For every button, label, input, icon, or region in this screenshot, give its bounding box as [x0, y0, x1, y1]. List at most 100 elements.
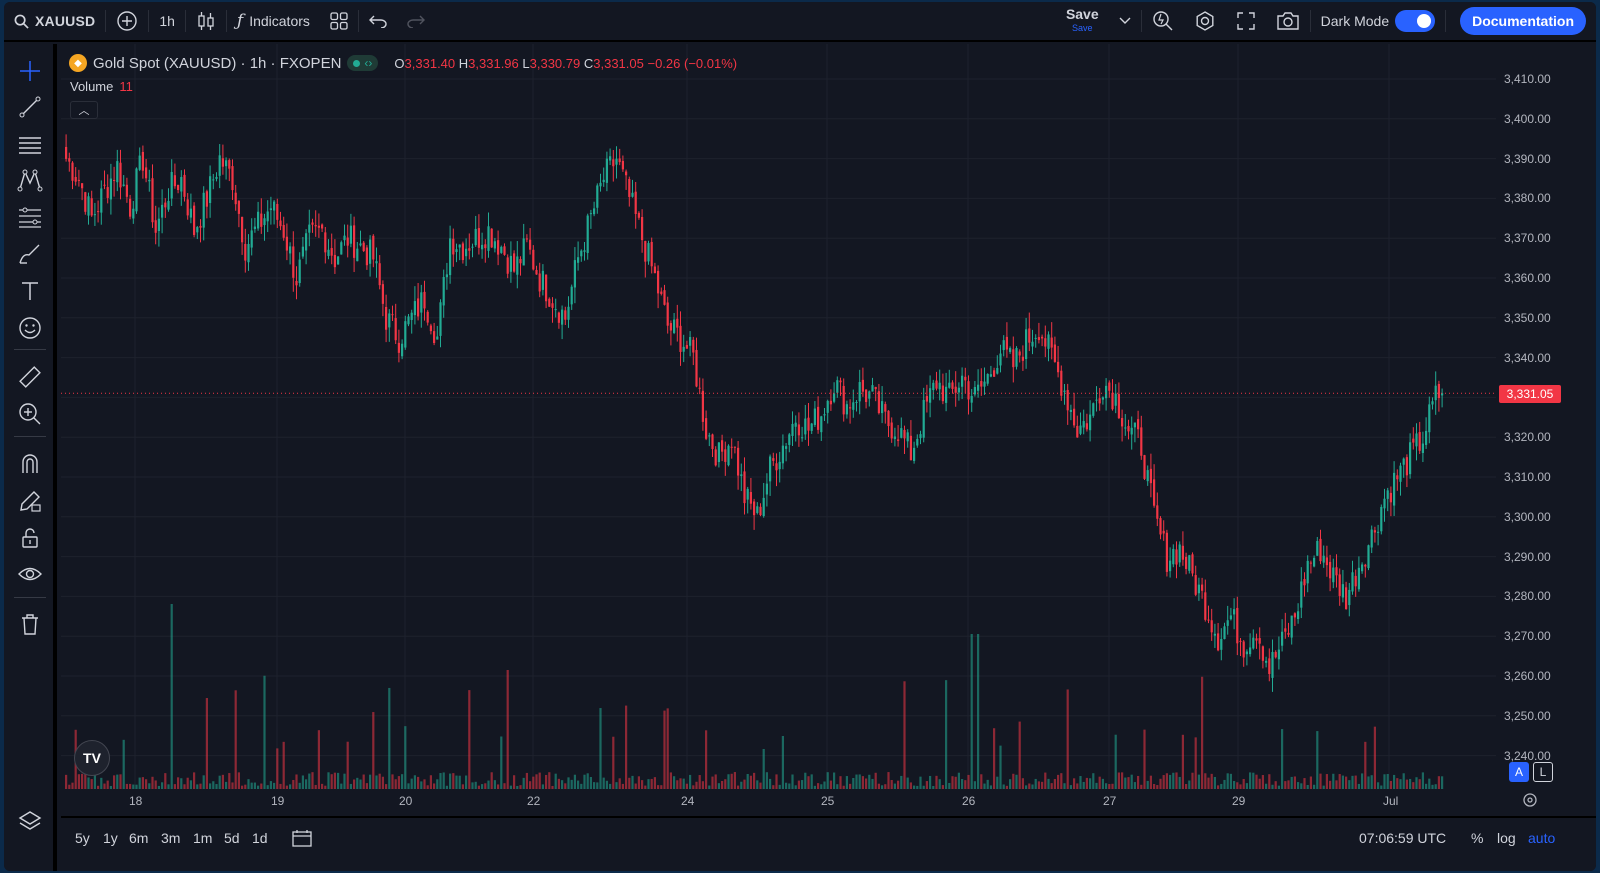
range-1y-button[interactable]: 1y: [103, 830, 118, 846]
volume-bar: [215, 784, 218, 789]
auto-scale-toggle[interactable]: auto: [1528, 830, 1556, 846]
candle-body: [1393, 472, 1396, 506]
magnet-icon: [22, 454, 38, 473]
chart-pane[interactable]: [61, 44, 1496, 814]
volume-bar: [1329, 780, 1332, 789]
range-1m-button[interactable]: 1m: [193, 830, 213, 846]
candle-body: [401, 343, 404, 357]
range-3m-button[interactable]: 3m: [161, 830, 181, 846]
chart-type-button[interactable]: [186, 2, 226, 41]
undo-button[interactable]: [359, 2, 397, 41]
candle-body: [884, 404, 887, 412]
magnet-tool[interactable]: [14, 449, 46, 479]
candle-body: [71, 162, 74, 181]
volume-bar: [1258, 778, 1261, 789]
volume-bar: [516, 785, 519, 789]
volume-bar: [196, 784, 199, 789]
volume-bar: [1393, 774, 1396, 789]
hide-drawings-tool[interactable]: [14, 559, 46, 589]
measure-tool[interactable]: [14, 362, 46, 392]
candle-body: [1178, 544, 1181, 563]
emoji-tool[interactable]: [14, 313, 46, 343]
settings-button[interactable]: [1184, 2, 1226, 41]
volume-bar: [138, 777, 141, 789]
volume-bar: [71, 782, 74, 789]
market-status-badge[interactable]: ‹›: [347, 55, 379, 71]
redo-icon: [407, 15, 425, 28]
volume-bar: [423, 779, 426, 789]
compare-symbol-button[interactable]: [106, 2, 148, 41]
volume-bar: [836, 784, 839, 789]
price-axis[interactable]: [1496, 44, 1596, 814]
volume-bar: [1137, 775, 1140, 789]
volume-bar: [1034, 778, 1037, 789]
candle-body: [1108, 382, 1111, 391]
volume-bar: [1332, 773, 1335, 789]
range-5y-button[interactable]: 5y: [75, 830, 90, 846]
brush-tool[interactable]: [14, 239, 46, 269]
volume-bar: [532, 776, 535, 789]
save-menu-button[interactable]: [1109, 2, 1141, 41]
candle-body: [692, 339, 695, 353]
pattern-tool[interactable]: [14, 165, 46, 195]
volume-bar: [385, 784, 388, 789]
remove-drawings-tool[interactable]: [14, 609, 46, 639]
log-scale-toggle[interactable]: log: [1497, 830, 1516, 846]
time-axis[interactable]: [61, 790, 1496, 814]
tradingview-logo[interactable]: TV: [74, 740, 110, 776]
zoom-tool[interactable]: [14, 399, 46, 429]
auto-scale-button[interactable]: A: [1509, 762, 1529, 782]
stay-in-drawing-tool[interactable]: [14, 486, 46, 516]
collapse-legend-button[interactable]: ︿: [70, 101, 98, 119]
candle-body: [1386, 490, 1389, 499]
volume-bar: [1009, 779, 1012, 789]
horizontal-lines-tool[interactable]: [14, 129, 46, 159]
candle-body: [321, 224, 324, 229]
fullscreen-button[interactable]: [1226, 2, 1266, 41]
screenshot-button[interactable]: [1266, 2, 1310, 41]
volume-bar: [1325, 774, 1328, 789]
documentation-button[interactable]: Documentation: [1460, 7, 1586, 35]
volume-bar: [193, 772, 196, 789]
range-1d-button[interactable]: 1d: [252, 830, 268, 846]
layout-button[interactable]: [320, 2, 358, 41]
volume-bar: [913, 785, 916, 789]
interval-button[interactable]: 1h: [149, 2, 185, 41]
dark-mode-toggle[interactable]: [1395, 10, 1436, 32]
axis-settings-button[interactable]: [1522, 792, 1538, 813]
camera-icon: [1276, 12, 1299, 30]
utc-clock[interactable]: 07:06:59 UTC: [1359, 830, 1447, 846]
candle-body: [1050, 337, 1053, 348]
indicators-button[interactable]: ƒ Indicators: [227, 2, 320, 41]
candle-body: [925, 396, 928, 402]
quick-search-button[interactable]: [1142, 2, 1184, 41]
log-scale-button[interactable]: L: [1533, 762, 1553, 782]
crosshair-tool[interactable]: [14, 56, 46, 86]
redo-button[interactable]: [397, 2, 435, 41]
save-button[interactable]: Save Save: [1056, 2, 1109, 41]
volume-bar: [308, 773, 311, 789]
candle-body: [157, 218, 160, 232]
range-5d-button[interactable]: 5d: [224, 830, 240, 846]
candle-body: [829, 400, 832, 405]
candle-body: [1124, 427, 1127, 429]
candlestick-chart[interactable]: [61, 44, 1496, 814]
lock-drawings-tool[interactable]: [14, 523, 46, 553]
percent-scale-button[interactable]: %: [1471, 830, 1484, 846]
candle-body: [394, 318, 397, 341]
text-tool[interactable]: [14, 276, 46, 306]
object-tree-button[interactable]: [14, 806, 46, 836]
volume-bar: [1380, 785, 1383, 789]
volume-bar: [404, 726, 407, 789]
range-6m-button[interactable]: 6m: [129, 830, 149, 846]
volume-bar: [749, 775, 752, 789]
symbol-search-button[interactable]: XAUUSD: [4, 2, 105, 41]
volume-bar: [637, 776, 640, 789]
volume-bar: [1063, 783, 1066, 789]
candle-body: [765, 483, 768, 495]
trend-line-tool[interactable]: [14, 92, 46, 122]
go-to-date-button[interactable]: [291, 828, 313, 851]
volume-bar: [218, 775, 221, 789]
fib-tool[interactable]: [14, 202, 46, 232]
candle-body: [410, 312, 413, 320]
